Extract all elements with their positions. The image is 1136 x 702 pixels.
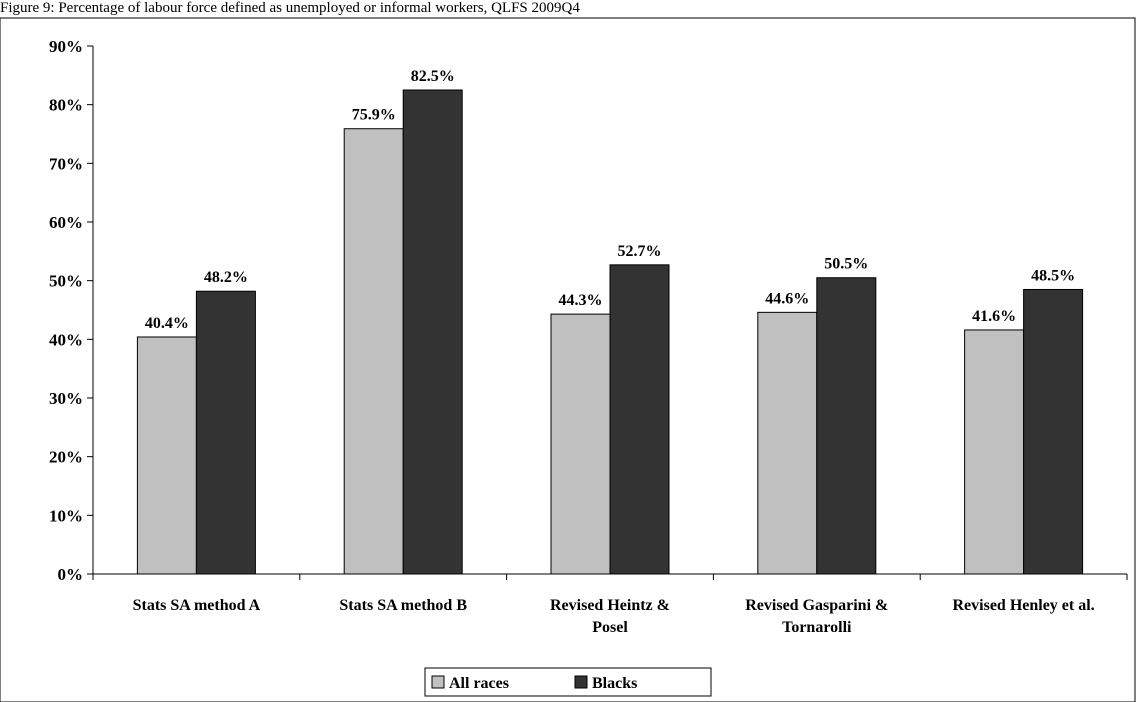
y-tick-label: 80% (49, 96, 83, 115)
data-label: 50.5% (824, 256, 868, 273)
bar-all-races (757, 311, 818, 575)
legend-item-all-races-swatch (431, 675, 445, 689)
data-label: 44.3% (559, 292, 603, 309)
data-label: 82.5% (411, 68, 455, 85)
y-tick-label: 50% (49, 272, 83, 291)
plot-area: 0% 10% 20% 30% 40% 50% 60% 70% 80% 90% 40.4% 48.2% S… (49, 37, 1128, 636)
x-category-label: Revised Henley et al. (952, 597, 1094, 614)
data-label: 48.5% (1031, 267, 1075, 284)
figure-title: Figure 9: Percentage of labour force def… (0, 0, 580, 16)
x-category-label: Stats SA method B (339, 597, 467, 614)
legend-box (424, 667, 712, 697)
y-tick-label: 0% (58, 565, 84, 584)
y-tick-label: 20% (49, 448, 83, 467)
legend-item-blacks-swatch (574, 675, 588, 689)
legend-item-all-races-label: All races (449, 675, 509, 692)
data-label: 48.2% (204, 269, 248, 286)
legend: All races Blacks (424, 667, 712, 697)
y-tick-label: 70% (49, 154, 83, 173)
data-label: 52.7% (618, 243, 662, 260)
bar-all-races (964, 329, 1025, 575)
x-category-label: Revised Gasparini & Tornarolli (745, 597, 888, 636)
x-category-label: Revised Heintz & Posel (550, 597, 670, 636)
y-tick-label: 10% (49, 506, 83, 525)
data-label: 75.9% (352, 107, 396, 124)
chart-frame (0, 17, 1136, 702)
y-tick-label: 40% (49, 330, 83, 349)
bar-all-races (136, 336, 197, 575)
x-category-label: Stats SA method A (133, 597, 261, 614)
data-label: 41.6% (972, 308, 1016, 325)
data-label: 40.4% (145, 315, 189, 332)
bar-all-races (550, 313, 611, 575)
legend-item-blacks-label: Blacks (592, 675, 637, 692)
bar-blacks (195, 290, 256, 575)
bar-blacks (816, 277, 877, 575)
bar-all-races (343, 128, 404, 575)
bar-blacks (609, 264, 670, 575)
y-tick-label: 60% (49, 213, 83, 232)
data-label: 44.6% (765, 290, 809, 307)
y-tick-label: 90% (49, 37, 83, 56)
bar-blacks (1023, 288, 1084, 575)
y-tick-label: 30% (49, 389, 83, 408)
bar-blacks (402, 89, 463, 575)
